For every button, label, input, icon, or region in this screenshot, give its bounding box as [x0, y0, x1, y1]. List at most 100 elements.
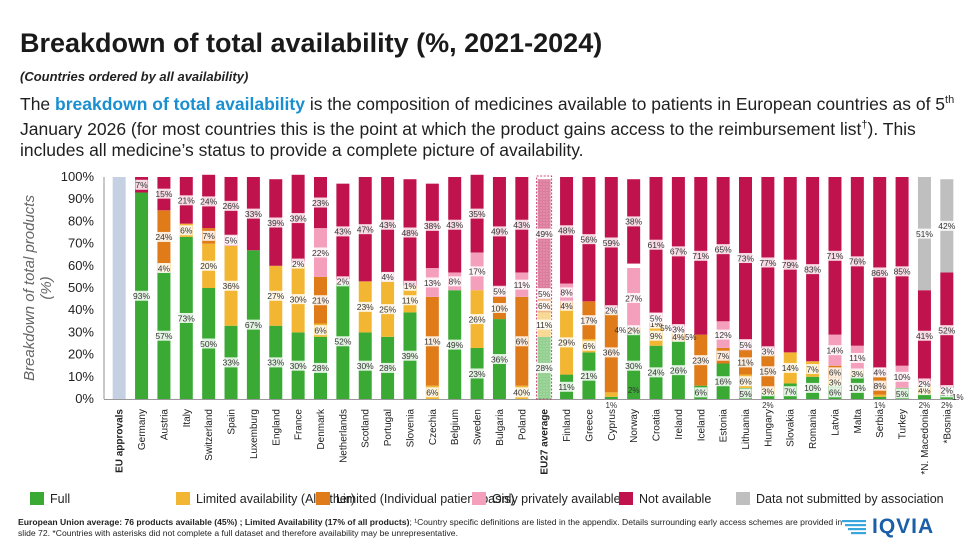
category-label-denmark: Denmark — [316, 408, 327, 450]
data-label-n-macedonia-not-submitted: 51% — [916, 229, 933, 239]
y-tick-label: 0% — [75, 391, 94, 406]
data-label-bg — [336, 276, 350, 287]
data-label-bg — [537, 288, 551, 299]
data-label-bg — [716, 350, 730, 361]
data-label-sweden-limited-other: 26% — [469, 314, 486, 324]
category-label-n-macedonia: *N. Macedonia — [920, 409, 931, 475]
data-label-bosnia-not-submitted: 42% — [938, 221, 955, 231]
data-label-greece-limited-other: 6% — [583, 341, 596, 351]
data-label-bg — [423, 277, 442, 288]
category-label-scotland: Scotland — [361, 409, 372, 448]
data-label-malta-limited-other: 3% — [851, 369, 864, 379]
data-label-n-macedonia-private: 2% — [918, 379, 931, 389]
data-label-bg — [848, 352, 867, 363]
data-label-denmark-private: 22% — [312, 248, 329, 258]
data-label-bg — [535, 319, 553, 330]
data-label-bg — [445, 339, 464, 350]
category-label-serbia: Serbia — [875, 409, 886, 438]
iqvia-logo-icon — [842, 520, 866, 535]
data-label-bg — [893, 371, 911, 382]
data-label-bg — [356, 224, 375, 235]
data-label-spain-full: 33% — [223, 358, 240, 368]
category-label-norway: Norway — [629, 409, 640, 443]
data-label-bg — [560, 300, 573, 311]
data-label-switzerland-limited-individual: 7% — [203, 231, 216, 241]
data-label-bulgaria-private: 5% — [493, 287, 506, 297]
data-label-england-full: 33% — [267, 358, 284, 368]
data-label-eu27-average-not-available: 49% — [536, 229, 553, 239]
y-tick-label: 30% — [68, 324, 94, 339]
data-label-poland-limited-individual: 6% — [516, 337, 529, 347]
data-label-bg — [624, 360, 643, 371]
legend-swatch-private — [472, 492, 486, 505]
data-label-croatia-private: 5% — [650, 313, 663, 323]
data-label-czechia-not-available: 38% — [424, 221, 441, 231]
page-subtitle: (Countries ordered by all availability) — [20, 69, 249, 84]
data-label-bg — [873, 367, 886, 378]
data-label-france-full: 30% — [290, 361, 307, 371]
data-label-scotland-not-available: 47% — [357, 224, 374, 234]
data-label-latvia-limited-other: 3% — [829, 378, 842, 388]
data-label-finland-limited-other: 29% — [558, 338, 575, 348]
y-tick-label: 80% — [68, 213, 94, 228]
data-label-bg — [289, 213, 307, 224]
data-label-netherlands-not-available: 43% — [334, 227, 351, 237]
bar-eu-approvals-eu — [112, 177, 126, 399]
data-label-lithuania-full: 5% — [739, 389, 752, 399]
data-label-bg — [244, 208, 263, 219]
data-label-germany-not-available: 7% — [135, 180, 148, 190]
bar-serbia-limited-other — [873, 394, 887, 397]
data-label-bg — [490, 302, 509, 313]
data-label-malta-not-available: 76% — [849, 257, 866, 267]
data-label-bg — [157, 263, 171, 274]
data-label-bg — [423, 336, 442, 347]
data-label-bg — [401, 350, 419, 361]
data-label-norway-full: 30% — [625, 361, 642, 371]
data-label-bg — [199, 260, 218, 271]
category-label-slovakia: Slovakia — [786, 409, 797, 447]
data-label-bg — [244, 319, 263, 330]
data-label-eu27-average-private: 5% — [538, 289, 551, 299]
data-label-bg — [669, 365, 688, 376]
data-label-iceland-not-available: 71% — [692, 251, 709, 261]
data-label-norway-limited-individual: 2% — [628, 325, 641, 335]
category-label-switzerland: Switzerland — [204, 409, 215, 461]
data-label-bg — [938, 325, 956, 336]
y-tick-label: 40% — [68, 302, 94, 317]
data-label-bg — [468, 368, 486, 379]
data-label-estonia-limited-individual: 7% — [717, 351, 730, 361]
data-label-lithuania-not-available: 73% — [737, 253, 754, 263]
data-label-finland-not-available: 48% — [558, 226, 575, 236]
category-label-austria: Austria — [159, 409, 170, 441]
data-label-slovenia-full: 39% — [401, 351, 418, 361]
data-label-portugal-limited-other: 25% — [379, 304, 396, 314]
below-label-bosnia: 2% — [941, 401, 953, 410]
data-label-bg — [714, 244, 732, 255]
data-label-bg — [177, 312, 196, 323]
data-label-estonia-not-available: 65% — [715, 244, 732, 254]
data-label-bg — [580, 234, 598, 245]
data-label-bg — [739, 339, 752, 350]
data-label-romania-not-available: 83% — [804, 264, 821, 274]
data-label-lithuania-limited-individual: 11% — [737, 358, 754, 368]
data-label-bg — [669, 246, 688, 257]
data-label-bg — [781, 362, 800, 373]
data-label-bg — [803, 382, 822, 393]
data-label-bulgaria-not-available: 49% — [491, 227, 508, 237]
data-label-bg — [155, 330, 173, 341]
category-label-malta: Malta — [853, 409, 864, 434]
category-label-cyprus: Cyprus — [607, 409, 618, 441]
category-label-sweden: Sweden — [473, 409, 484, 445]
data-label-hungary-not-available: 77% — [759, 258, 776, 268]
data-label-bg — [468, 266, 486, 277]
data-label-latvia-private: 14% — [826, 345, 843, 355]
data-label-bg — [647, 239, 665, 250]
bar-cyprus-limited-other — [604, 392, 618, 397]
data-label-n-macedonia-limited-other: 4% — [918, 385, 931, 395]
data-label-switzerland-full: 50% — [200, 339, 217, 349]
data-label-romania-limited-other: 7% — [806, 364, 819, 374]
data-label-bg — [915, 330, 934, 341]
data-label-bg — [513, 219, 531, 230]
category-label-italy: Italy — [182, 409, 193, 427]
